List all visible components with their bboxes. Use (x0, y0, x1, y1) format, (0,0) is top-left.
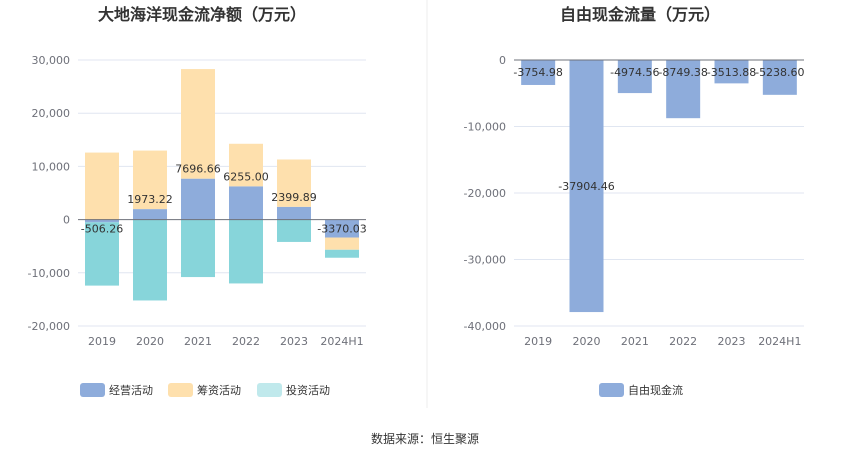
data-source: 数据来源：恒生聚源 (371, 431, 479, 446)
data-label-2023: 2399.89 (271, 191, 317, 204)
right-x-tick-2024H1: 2024H1 (758, 335, 801, 348)
bar-financing-2022 (229, 143, 263, 187)
bar-fcf-2023 (714, 60, 749, 84)
left-gridlines (78, 59, 366, 327)
left-y-axis: 30,000 20,000 10,000 0 -10,000 -20,000 (28, 54, 70, 333)
bar-operating-2020 (133, 209, 167, 220)
data-label-2020: 1973.22 (127, 193, 173, 206)
left-y-tick-label: 10,000 (32, 160, 71, 173)
x-tick-2024H1: 2024H1 (320, 335, 363, 348)
legend-label-operating: 经营活动 (109, 383, 153, 397)
right-y-tick-label: 0 (499, 54, 506, 67)
fcf-data-label-2019: -3754.98 (513, 66, 562, 79)
bar-operating-2023 (277, 206, 311, 220)
data-label-2024H1: -3370.03 (317, 223, 366, 236)
bar-financing-2020 (133, 150, 167, 210)
right-legend: 自由现金流 (599, 383, 683, 397)
bar-fcf-2020 (569, 60, 604, 313)
right-data-labels: -3754.98 -37904.46 -4974.56-8749.38-3513.8… (513, 66, 804, 193)
bar-fcf-2024H1 (762, 60, 797, 95)
right-bars (521, 60, 797, 313)
bar-operating-2019 (85, 219, 119, 223)
bar-investing-2024H1 (325, 249, 359, 258)
data-label-2022: 6255.00 (223, 170, 269, 183)
cash-flow-net-chart: 大地海洋现金流净额（万元） 30,000 20,000 10,000 0 -10,000… (28, 5, 367, 397)
bar-financing-2023 (277, 159, 311, 207)
right-y-tick-label: -10,000 (464, 121, 506, 134)
data-label-2021: 7696.66 (175, 163, 221, 176)
free-cash-flow-chart: 自由现金流量（万元） 0 -10,000 -20,000 -30,000 -40,000… (464, 5, 805, 397)
bar-operating-2022 (229, 186, 263, 220)
x-tick-2022: 2022 (232, 335, 260, 348)
bar-financing-2021 (181, 69, 215, 179)
left-y-tick-label: -10,000 (28, 267, 70, 280)
left-y-tick-label: 20,000 (32, 107, 71, 120)
right-y-axis: 0 -10,000 -20,000 -30,000 -40,000 (464, 54, 506, 333)
right-x-tick-2022: 2022 (669, 335, 697, 348)
legend-swatch-investing (257, 383, 282, 397)
bar-operating-2024H1 (325, 219, 359, 238)
right-y-tick-label: -20,000 (464, 187, 506, 200)
fcf-data-label-2022: -8749.38 (658, 66, 707, 79)
left-x-axis: 2019 2020 2021 2022 2023 2024H1 (88, 335, 364, 348)
right-x-tick-2023: 2023 (718, 335, 746, 348)
bar-investing-2022 (229, 219, 263, 284)
right-y-tick-label: -30,000 (464, 254, 506, 267)
right-x-tick-2019: 2019 (524, 335, 552, 348)
left-legend: 经营活动 筹资活动 投资活动 (80, 383, 330, 397)
left-y-tick-label: 0 (63, 214, 70, 227)
right-y-tick-label: -40,000 (464, 320, 506, 333)
x-tick-2020: 2020 (136, 335, 164, 348)
left-y-tick-label: 30,000 (32, 54, 71, 67)
legend-swatch-fcf (599, 383, 624, 397)
fcf-data-label-2021: -4974.56 (610, 66, 659, 79)
legend-swatch-operating (80, 383, 105, 397)
bar-fcf-2021 (617, 60, 652, 94)
bar-fcf-2022 (666, 60, 701, 119)
left-chart-title: 大地海洋现金流净额（万元） (98, 5, 306, 24)
left-bars (85, 69, 359, 301)
x-tick-2023: 2023 (280, 335, 308, 348)
x-tick-2019: 2019 (88, 335, 116, 348)
bar-investing-2019 (85, 222, 119, 286)
bar-financing-2019 (85, 152, 119, 220)
bar-investing-2020 (133, 219, 167, 301)
right-gridlines (514, 126, 804, 327)
right-x-axis: 2019 2020 2021 2022 2023 2024H1 (524, 335, 801, 348)
right-chart-title: 自由现金流量（万元） (560, 5, 720, 24)
legend-label-investing: 投资活动 (286, 383, 330, 397)
right-x-tick-2021: 2021 (621, 335, 649, 348)
legend-label-financing: 筹资活动 (197, 383, 241, 397)
x-tick-2021: 2021 (184, 335, 212, 348)
fcf-data-label-2024H1: -5238.60 (755, 66, 804, 79)
fcf-data-label-2023: -3513.88 (707, 66, 756, 79)
fcf-data-label-2020: -37904.46 (558, 180, 614, 193)
data-label-2019: -506.26 (81, 223, 123, 236)
legend-label-fcf: 自由现金流 (628, 383, 683, 397)
left-y-tick-label: -20,000 (28, 320, 70, 333)
legend-swatch-financing (168, 383, 193, 397)
bar-investing-2021 (181, 219, 215, 278)
bar-fcf-2019 (521, 60, 556, 85)
bar-investing-2023 (277, 219, 311, 242)
bar-financing-2024H1 (325, 237, 359, 250)
right-x-tick-2020: 2020 (573, 335, 601, 348)
bar-operating-2021 (181, 178, 215, 220)
